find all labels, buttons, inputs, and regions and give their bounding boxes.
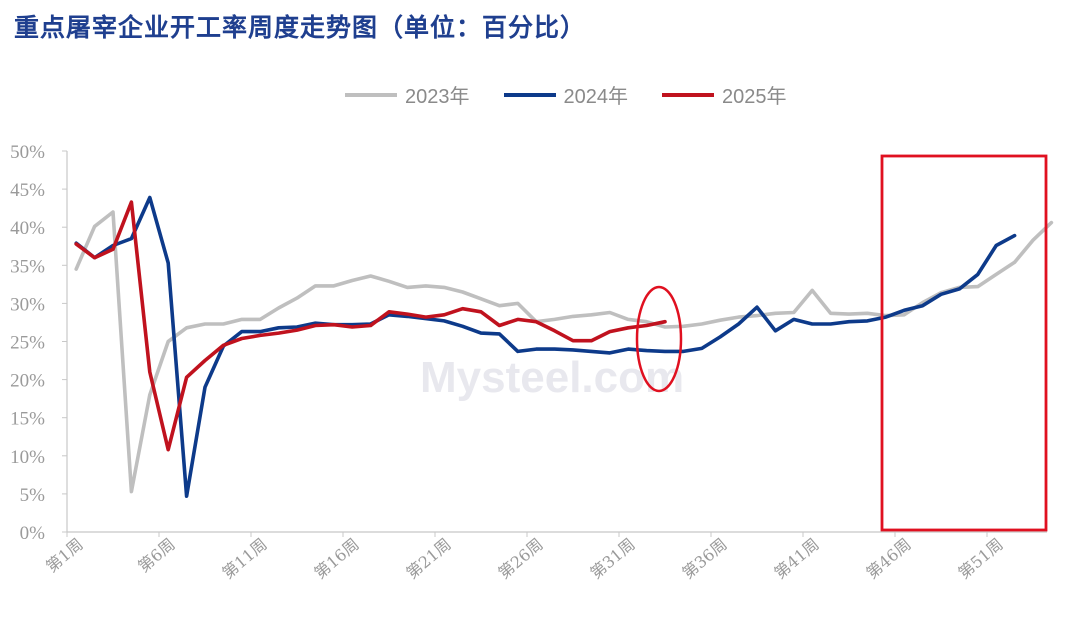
y-tick-label: 50% (10, 142, 45, 163)
series-line-3 (74, 200, 667, 452)
x-tick-label: 第21周 (402, 535, 454, 583)
legend-item-2024: 2024年 (503, 80, 629, 109)
x-tick-label: 第31周 (586, 535, 638, 583)
legend-swatch-2025 (662, 92, 714, 97)
highlight-rectangle (880, 154, 1048, 532)
y-tick-label: 0% (20, 523, 46, 544)
legend-item-2025: 2025年 (662, 80, 787, 109)
y-tick-label: 40% (10, 218, 45, 239)
y-tick-label: 5% (20, 485, 46, 506)
x-tick-label: 第11周 (218, 535, 270, 583)
x-tick-label: 第1周 (42, 535, 87, 577)
x-tick-label: 第51周 (954, 535, 1006, 583)
series-line-2 (74, 195, 1017, 499)
y-tick-label: 20% (10, 371, 45, 392)
x-tick-label: 第16周 (310, 535, 362, 583)
legend-swatch-2023 (345, 92, 397, 97)
y-tick-label: 15% (10, 409, 45, 430)
y-tick-label: 10% (10, 447, 45, 468)
x-tick-label: 第41周 (770, 535, 822, 583)
x-tick-label: 第46周 (862, 535, 914, 583)
highlight-ellipse (635, 285, 683, 393)
legend-label-2025: 2025年 (722, 86, 787, 108)
y-tick-label: 45% (10, 180, 45, 201)
chart-title: 重点屠宰企业开工率周度走势图（单位：百分比） (14, 13, 587, 42)
x-tick-label: 第6周 (134, 535, 179, 577)
chart-legend: 2023年 2024年 2025年 (345, 80, 787, 109)
y-tick-label: 30% (10, 294, 45, 315)
legend-label-2024: 2024年 (563, 86, 629, 108)
y-tick-label: 35% (10, 256, 45, 277)
x-tick-label: 第26周 (494, 535, 546, 583)
y-tick-label: 25% (10, 333, 45, 354)
legend-item-2023: 2023年 (345, 80, 470, 109)
legend-swatch-2024 (503, 92, 556, 97)
x-tick-label: 第36周 (678, 535, 730, 583)
legend-label-2023: 2023年 (405, 86, 470, 108)
